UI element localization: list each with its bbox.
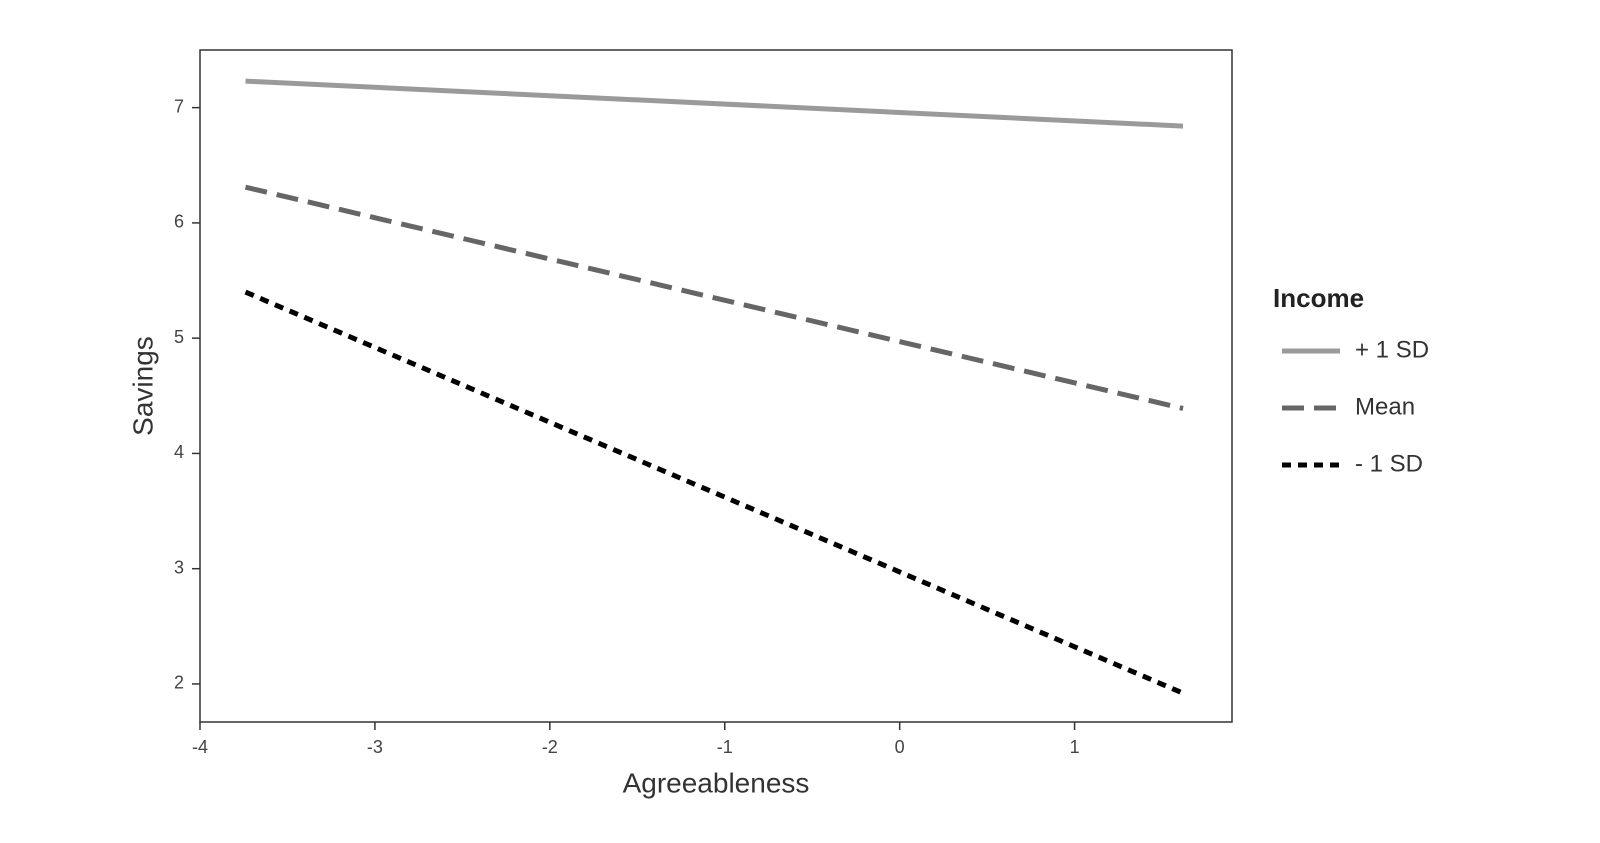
series-line [244,289,1185,696]
legend-label: + 1 SD [1355,336,1429,363]
y-tick-label: 6 [174,212,184,232]
x-tick-label: -4 [192,737,208,757]
legend-title: Income [1273,283,1364,313]
x-tick-label: 1 [1070,737,1080,757]
y-tick-label: 7 [174,96,184,116]
legend-label: - 1 SD [1355,450,1423,477]
x-tick-label: -1 [717,737,733,757]
y-tick-label: 4 [174,442,184,462]
y-tick-label: 3 [174,557,184,577]
x-tick-label: 0 [895,737,905,757]
series-line [245,78,1184,129]
legend-label: Mean [1355,393,1415,420]
series-line [244,184,1184,411]
x-tick-label: -3 [367,737,383,757]
x-tick-label: -2 [542,737,558,757]
x-axis-label: Agreeableness [623,767,810,798]
y-tick-label: 2 [174,673,184,693]
y-axis-label: Savings [127,336,158,436]
y-tick-label: 5 [174,327,184,347]
plot-frame [199,49,1233,723]
